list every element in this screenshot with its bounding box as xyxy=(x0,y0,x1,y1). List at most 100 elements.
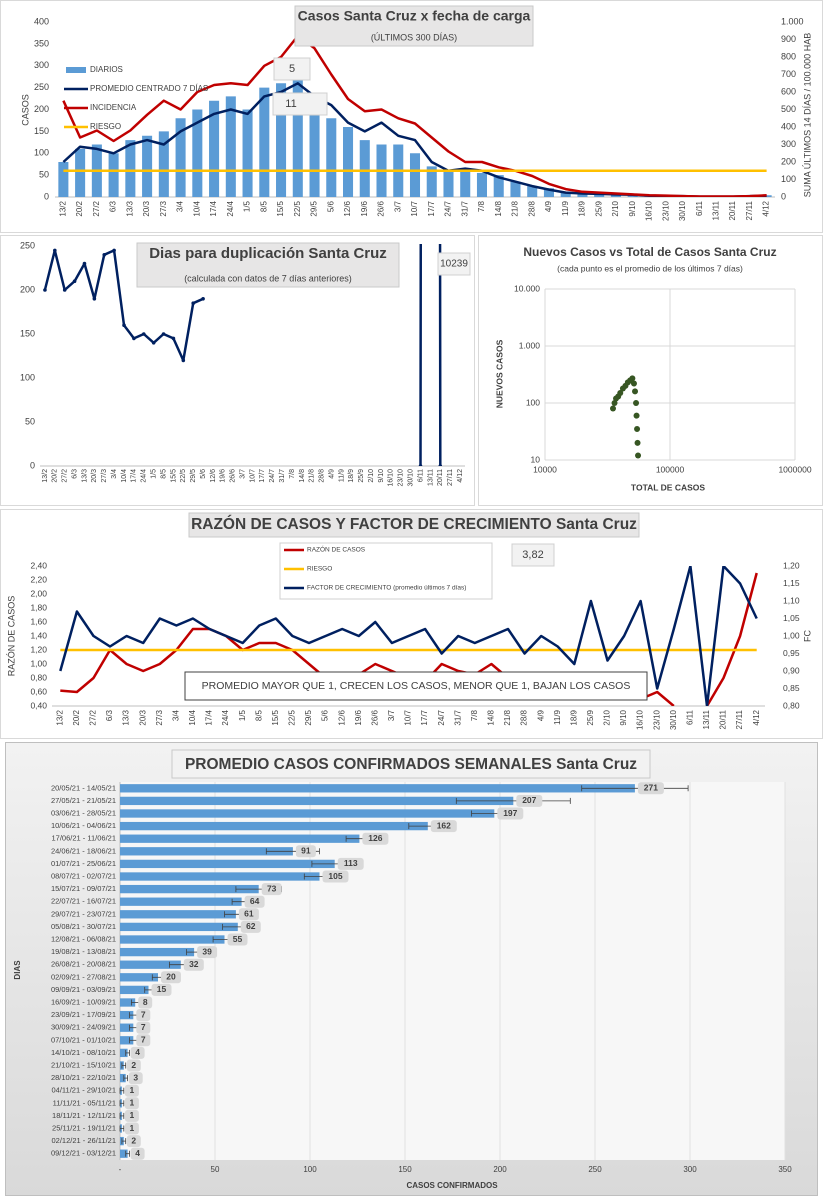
point xyxy=(418,464,423,466)
y-tick-label: 0,40 xyxy=(30,700,47,710)
x-tick-label: 20/2 xyxy=(52,469,59,483)
error-bar xyxy=(121,1062,127,1069)
x-tick-label: 1000000 xyxy=(778,464,811,474)
x-tick-label: 10/4 xyxy=(188,709,197,725)
point xyxy=(181,358,186,363)
x-tick-label: 18/9 xyxy=(569,709,578,725)
y-tick-label: 200 xyxy=(34,104,49,114)
data-label-box xyxy=(244,895,265,908)
axis-label: TOTAL DE CASOS xyxy=(631,482,705,492)
x-tick-label: 2/10 xyxy=(603,709,612,725)
data-label: 271 xyxy=(644,783,658,793)
legend-label: DIARIOS xyxy=(90,65,123,74)
x-tick-label: 29/5 xyxy=(304,709,313,725)
data-label: 4 xyxy=(135,1148,140,1158)
x-tick-label: 18/9 xyxy=(578,200,587,216)
y-tick-label: 02/09/21 - 27/08/21 xyxy=(51,972,116,981)
x-tick-label: 6/3 xyxy=(105,709,114,721)
x-tick-label: 17/4 xyxy=(205,709,214,725)
x-tick-label: 28/8 xyxy=(319,469,326,483)
x-tick-label: 19/6 xyxy=(220,469,227,483)
point xyxy=(72,279,77,284)
chart-title: Nuevos Casos vs Total de Casos Santa Cru… xyxy=(523,245,776,259)
bar xyxy=(527,186,538,197)
x-tick-label: 13/11 xyxy=(712,200,721,220)
point xyxy=(629,375,636,382)
y2-tick-label: 0,80 xyxy=(783,700,800,710)
bar xyxy=(120,859,335,869)
y-tick-label: 100 xyxy=(20,372,35,382)
x-tick-label: 8/5 xyxy=(254,709,263,721)
y2-tick-label: 1,00 xyxy=(783,630,800,640)
bar xyxy=(460,168,471,197)
bar xyxy=(120,985,149,995)
data-label: 113 xyxy=(344,858,358,868)
x-tick-label: 2/10 xyxy=(368,469,375,483)
x-tick-label: 9/10 xyxy=(628,200,637,216)
data-label-box xyxy=(124,1097,139,1110)
data-label: 20 xyxy=(166,972,176,982)
error-bar xyxy=(119,1100,125,1107)
x-tick-label: 31/7 xyxy=(460,200,469,216)
x-tick-label: 4/9 xyxy=(544,200,553,212)
y-tick-label: 50 xyxy=(25,416,35,426)
y-tick-label: 0 xyxy=(30,460,35,470)
y-tick-label: 100 xyxy=(526,397,540,407)
panel xyxy=(478,235,823,506)
data-label-box xyxy=(130,1147,145,1160)
x-tick-label: 20/2 xyxy=(72,709,81,725)
x-tick-label: 9/10 xyxy=(378,469,385,483)
y-tick-label: 26/08/21 - 20/08/21 xyxy=(51,960,116,969)
y-tick-label: 1.000 xyxy=(519,340,541,350)
x-tick-label: 15/5 xyxy=(271,709,280,725)
y2-tick-label: 900 xyxy=(781,34,796,44)
x-tick-label: 5/6 xyxy=(326,200,335,212)
bar xyxy=(120,847,293,856)
data-label-box xyxy=(227,933,248,946)
x-tick-label: 24/4 xyxy=(226,200,235,216)
y-tick-label: 50 xyxy=(39,170,49,180)
y2-tick-label: 0,90 xyxy=(783,665,800,675)
data-label: 3 xyxy=(133,1072,138,1082)
data-label-box xyxy=(337,857,364,870)
y-tick-label: 28/10/21 - 22/10/21 xyxy=(51,1073,116,1082)
y-tick-label: 300 xyxy=(34,60,49,70)
x-tick-label: 13/3 xyxy=(122,709,131,725)
x-tick-label: 21/8 xyxy=(503,709,512,725)
y-tick-label: 02/12/21 - 26/11/21 xyxy=(52,1136,117,1145)
annotation: 10239 xyxy=(440,259,468,270)
x-tick-label: 3/7 xyxy=(239,469,246,479)
x-tick-label: 3/4 xyxy=(171,709,180,721)
legend-label: FACTOR DE CRECIMIENTO (promedio últimos … xyxy=(307,585,466,592)
bar xyxy=(120,784,635,793)
bar xyxy=(409,153,421,197)
axis-label: DIAS xyxy=(13,960,22,980)
y-tick-label: 11/11/21 - 05/11/21 xyxy=(53,1098,116,1107)
data-label-box xyxy=(240,920,261,933)
y-tick-label: 2,20 xyxy=(30,574,47,584)
bar xyxy=(359,140,370,197)
x-tick-label: 27/3 xyxy=(155,709,164,725)
x-tick-label: 26/6 xyxy=(370,709,379,725)
y-tick-label: 10 xyxy=(531,454,541,464)
x-tick-label: 3/4 xyxy=(176,200,185,212)
point xyxy=(635,452,642,459)
annotation: 3,82 xyxy=(522,549,543,561)
data-label: 7 xyxy=(141,1035,146,1045)
x-tick-label: 5/6 xyxy=(321,709,330,721)
x-tick-label: 13/3 xyxy=(125,200,134,216)
x-tick-label: 13/3 xyxy=(81,469,88,483)
x-tick-label: 20/11 xyxy=(728,200,737,220)
chart-title: Dias para duplicación Santa Cruz xyxy=(149,245,387,262)
line xyxy=(62,34,767,197)
x-tick-label: 28/8 xyxy=(520,709,529,725)
x-tick-label: 12/6 xyxy=(337,709,346,725)
x-tick-label: 1/5 xyxy=(243,200,252,212)
x-tick-label: 1/5 xyxy=(238,709,247,721)
axis-label: CASOS xyxy=(20,94,30,126)
data-label-box xyxy=(516,794,543,807)
x-tick-label: 30/10 xyxy=(678,200,687,221)
bar xyxy=(426,166,437,197)
bar xyxy=(120,960,181,969)
y2-tick-label: 1,10 xyxy=(783,595,800,605)
